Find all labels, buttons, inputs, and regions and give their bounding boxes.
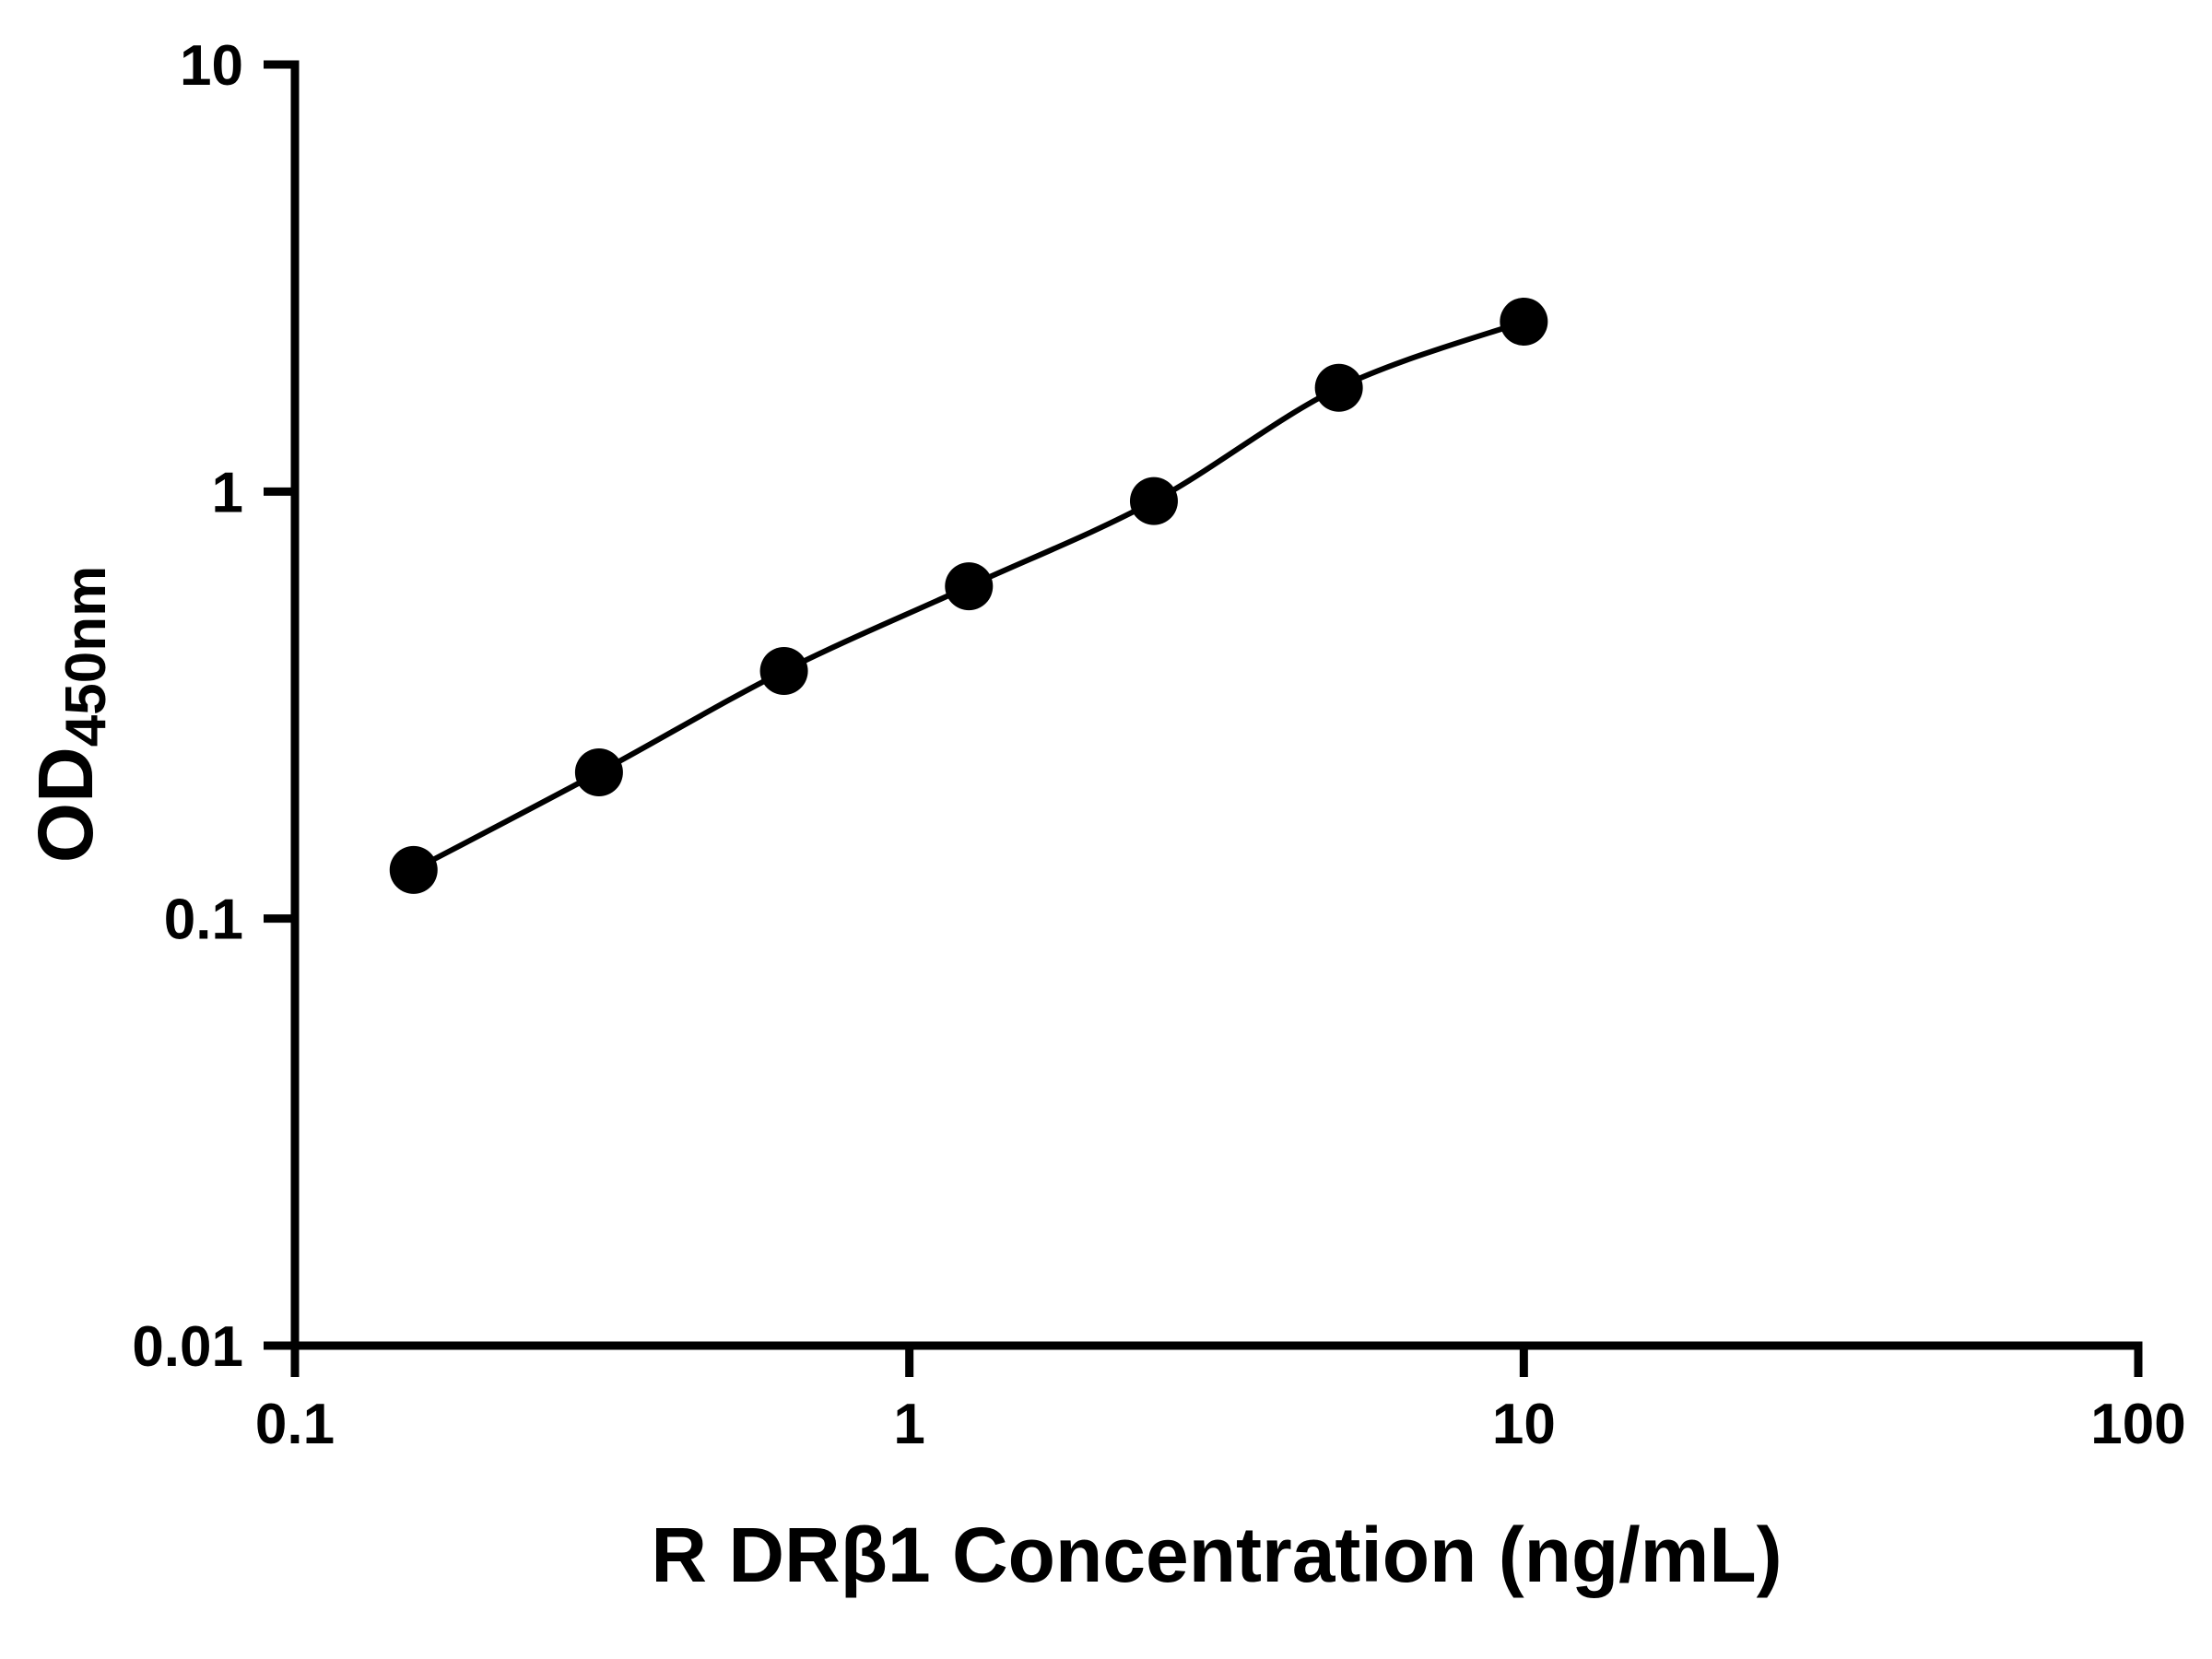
data-point (1500, 297, 1548, 346)
y-tick-label: 0.1 (164, 888, 243, 952)
axis-lines (290, 60, 2143, 1350)
x-tick-label: 1 (893, 1393, 924, 1456)
y-axis-title: OD450nm (22, 566, 118, 863)
y-tick-label: 0.01 (132, 1315, 243, 1379)
y-tick-label: 10 (180, 34, 243, 98)
data-point (1129, 477, 1178, 525)
data-point (945, 562, 994, 611)
data-point (574, 748, 623, 797)
x-tick-label: 0.1 (255, 1393, 335, 1456)
x-axis-title: R DRβ1 Concentration (ng/mL) (651, 1512, 1782, 1598)
data-point (389, 845, 438, 894)
tick-marks (264, 60, 2143, 1377)
y-axis-title-sub: 450nm (54, 566, 118, 747)
data-series (389, 297, 1548, 894)
x-tick-label: 10 (1492, 1393, 1556, 1456)
x-tick-label: 100 (2090, 1393, 2185, 1456)
data-point (759, 647, 808, 696)
axes (290, 60, 2143, 1350)
y-axis-title-main: OD (22, 747, 109, 863)
y-tick-label: 1 (212, 461, 243, 524)
data-point (1314, 363, 1363, 412)
